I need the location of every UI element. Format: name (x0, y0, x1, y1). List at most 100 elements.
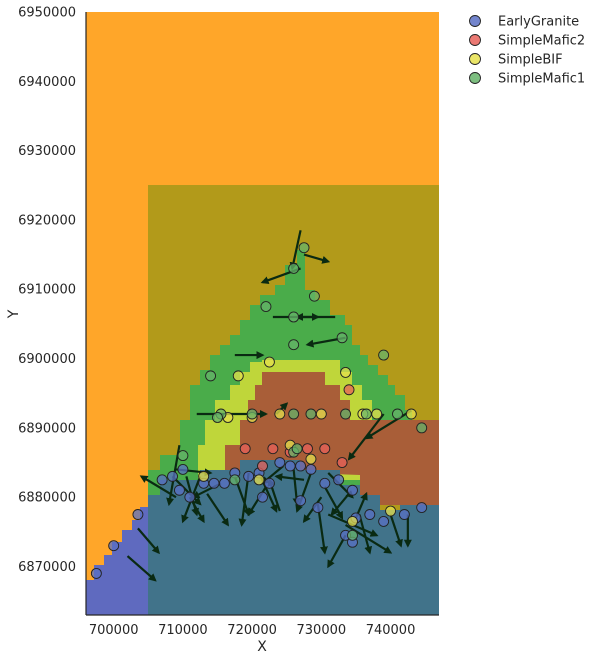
orientation-arrow (303, 253, 331, 264)
legend-marker (469, 53, 481, 65)
data-point (198, 470, 210, 482)
data-point (364, 509, 376, 520)
data-point (253, 474, 265, 486)
data-point (229, 474, 241, 486)
data-point (302, 443, 313, 455)
orientation-arrow (327, 534, 347, 569)
x-tick-label: 730000 (297, 623, 347, 638)
orientation-arrow (247, 486, 267, 517)
data-point (295, 460, 307, 472)
y-axis-label: Y (6, 309, 22, 319)
legend-marker (469, 15, 481, 27)
orientation-arrow (171, 475, 202, 506)
orientation-arrow (358, 514, 373, 555)
data-point (319, 477, 331, 489)
data-point (218, 477, 230, 489)
legend-label: SimpleMafic1 (498, 72, 585, 87)
x-axis-label: X (257, 639, 267, 655)
data-point (267, 443, 279, 455)
data-point (212, 412, 223, 423)
data-point (336, 457, 348, 468)
orientation-arrow (206, 493, 230, 527)
data-point (90, 567, 102, 579)
series-simplemafic2 (239, 384, 355, 472)
data-point (246, 408, 258, 420)
orientation-arrow (347, 413, 385, 461)
legend-marker (469, 72, 481, 84)
data-point (288, 262, 300, 274)
data-point (184, 491, 196, 503)
x-tick-label: 720000 (227, 623, 277, 638)
orientation-arrow (330, 493, 350, 517)
y-tick-labels: 6870000 6880000 6890000 6900000 6910000 69200… (18, 6, 76, 575)
data-point (243, 470, 255, 482)
y-tick-label: 6910000 (18, 283, 76, 298)
data-point (378, 515, 390, 527)
x-tick-label: 710000 (158, 623, 208, 638)
data-point (360, 408, 372, 420)
data-point (239, 443, 251, 455)
data-point (405, 408, 417, 420)
orientation-arrow (323, 486, 344, 520)
orientation-arrow (302, 496, 323, 524)
y-tick-label: 6890000 (18, 421, 76, 436)
data-point (156, 474, 168, 486)
data-point (340, 366, 352, 378)
plot-area (86, 12, 439, 615)
data-point (263, 477, 275, 489)
data-point (385, 505, 396, 517)
data-point (274, 457, 286, 468)
data-point (378, 349, 390, 361)
data-point (319, 443, 331, 455)
data-point (416, 422, 428, 434)
orientation-arrow (274, 473, 305, 482)
data-point (308, 290, 320, 302)
blue-unit-region (86, 507, 148, 615)
legend-label: EarlyGranite (498, 15, 579, 30)
data-point (392, 408, 403, 420)
y-tick-label: 6920000 (18, 213, 76, 228)
legend-label: SimpleBIF (498, 53, 563, 68)
data-point (260, 301, 272, 313)
data-point (416, 502, 428, 514)
data-point (347, 515, 358, 527)
x-tick-label: 700000 (89, 623, 139, 638)
data-point (291, 443, 303, 455)
data-point (108, 540, 120, 552)
orientation-arrow (364, 409, 412, 440)
x-tick-labels: 700000 710000 720000 730000 740000 (89, 623, 416, 638)
data-point (333, 474, 345, 486)
data-point (347, 529, 358, 541)
x-tick-label: 740000 (366, 623, 416, 638)
data-point (288, 408, 300, 420)
data-point (305, 453, 317, 465)
data-point (288, 339, 300, 351)
y-tick-label: 6930000 (18, 144, 76, 159)
y-tick-label: 6880000 (18, 491, 76, 506)
data-point (315, 408, 327, 420)
y-tick-label: 6870000 (18, 560, 76, 575)
data-point (173, 484, 185, 496)
orientation-arrow (289, 230, 302, 271)
data-point (298, 242, 310, 254)
legend-label: SimpleMafic2 (498, 34, 585, 49)
data-point (295, 495, 307, 507)
orientation-arrow (126, 555, 157, 582)
data-point (177, 450, 189, 462)
data-point (312, 502, 324, 514)
data-point (257, 491, 268, 503)
data-point (208, 477, 220, 489)
data-point (305, 408, 317, 420)
data-point (284, 460, 296, 472)
data-point (274, 408, 286, 420)
orientation-arrow (137, 527, 160, 555)
orientation-arrow (344, 523, 393, 554)
legend: EarlyGranite SimpleMafic2 SimpleBIF SimpleM… (469, 15, 585, 87)
series-simplemafic1 (177, 242, 428, 541)
data-point (288, 311, 300, 323)
data-point (343, 384, 355, 396)
data-point (347, 484, 358, 496)
data-point (205, 370, 217, 382)
data-point (257, 460, 268, 472)
